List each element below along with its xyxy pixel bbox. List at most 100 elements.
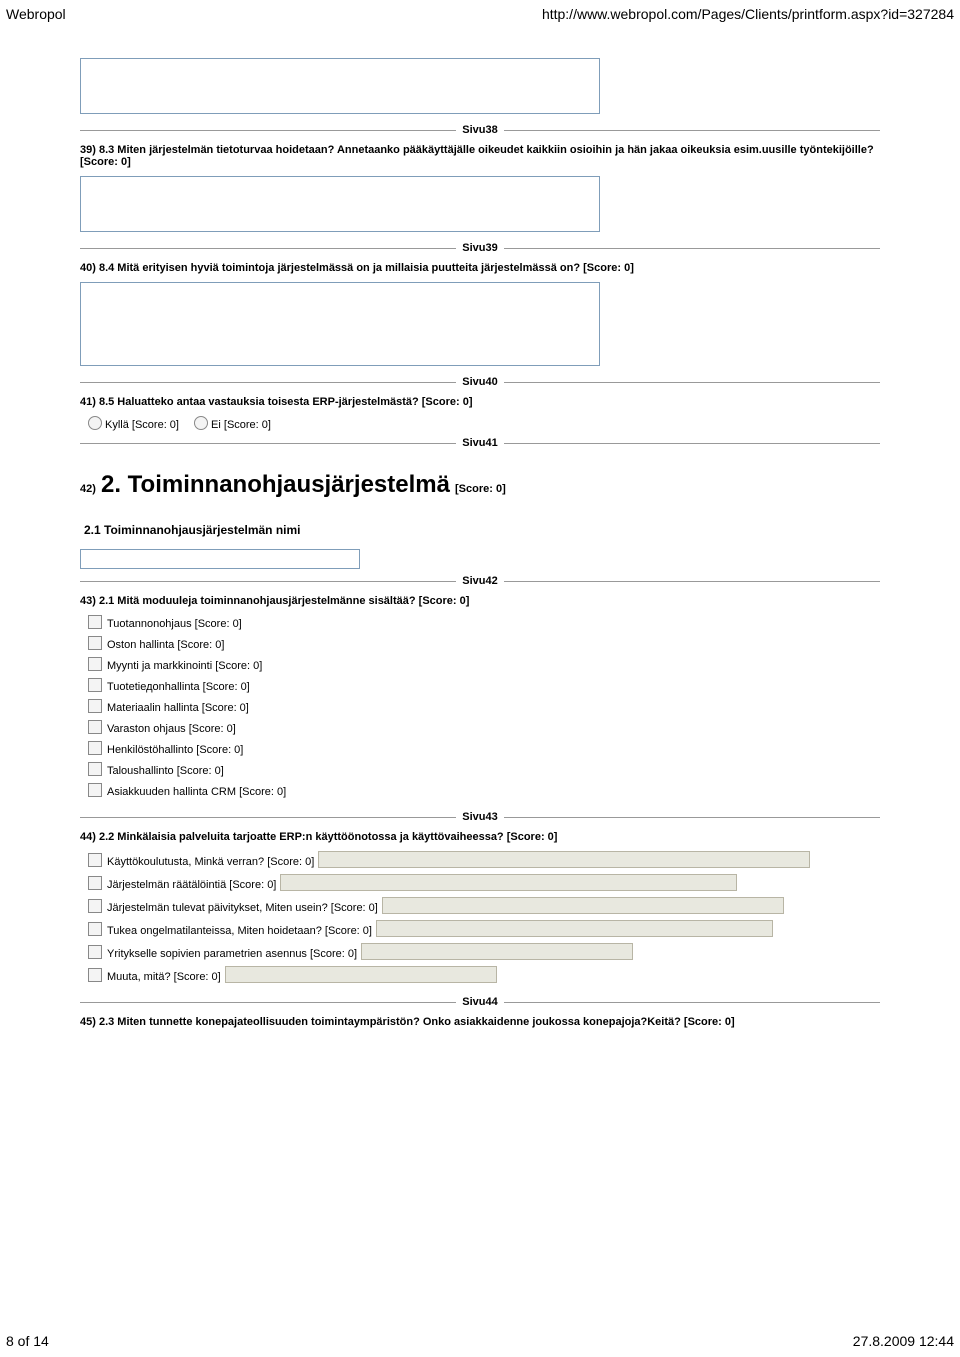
sub-heading-2-1: 2.1 Toiminnanohjausjärjestelmän nimi	[84, 523, 880, 537]
header-url: http://www.webropol.com/Pages/Clients/pr…	[542, 6, 954, 22]
textarea-q39[interactable]	[80, 176, 600, 232]
checkbox-label: Taloushallinto [Score: 0]	[107, 765, 224, 777]
checkbox-label: Henkilöstöhallinto [Score: 0]	[107, 744, 243, 756]
checkbox-row: Yritykselle sopivien parametrien asennus…	[88, 943, 880, 963]
checkbox-icon[interactable]	[88, 876, 102, 890]
checkbox-icon	[88, 636, 102, 650]
separator-sivu39: Sivu39	[80, 242, 880, 254]
checkbox-row[interactable]: Henkilöstöhallinto [Score: 0]	[88, 741, 880, 759]
checkbox-icon[interactable]	[88, 968, 102, 982]
footer-page-number: 8 of 14	[6, 1333, 49, 1349]
inline-text-input[interactable]	[382, 897, 784, 914]
rule	[504, 817, 880, 818]
checkbox-group-q43: Tuotannonohjaus [Score: 0] Oston hallinta…	[88, 615, 880, 801]
separator-sivu38: Sivu38	[80, 124, 880, 136]
rule	[504, 581, 880, 582]
header-app-name: Webropol	[6, 6, 66, 22]
rule	[504, 382, 880, 383]
checkbox-label: Järjestelmän räätälöintiä [Score: 0]	[107, 879, 276, 891]
checkbox-row[interactable]: Tuotetiедonhallinta [Score: 0]	[88, 678, 880, 696]
checkbox-row: Käyttökoulutusta, Minkä verran? [Score: …	[88, 851, 880, 871]
separator-label: Sivu42	[456, 575, 503, 587]
checkbox-label: Yritykselle sopivien parametrien asennus…	[107, 948, 357, 960]
checkbox-row[interactable]: Asiakkuuden hallinta CRM [Score: 0]	[88, 783, 880, 801]
text-input-system-name[interactable]	[80, 549, 360, 569]
checkbox-label: Asiakkuuden hallinta CRM [Score: 0]	[107, 786, 286, 798]
separator-label: Sivu38	[456, 124, 503, 136]
checkbox-icon	[88, 615, 102, 629]
checkbox-icon	[88, 741, 102, 755]
rule	[80, 443, 456, 444]
checkbox-label: Tuotannonohjaus [Score: 0]	[107, 618, 242, 630]
checkbox-icon[interactable]	[88, 853, 102, 867]
checkbox-label: Järjestelmän tulevat päivitykset, Miten …	[107, 902, 378, 914]
question-45: 45) 2.3 Miten tunnette konepajateollisuu…	[80, 1016, 880, 1028]
checkbox-icon[interactable]	[88, 899, 102, 913]
checkbox-label: Varaston ohjaus [Score: 0]	[107, 723, 236, 735]
heading-suffix: [Score: 0]	[455, 483, 506, 495]
checkbox-row: Tukea ongelmatilanteissa, Miten hoidetaa…	[88, 920, 880, 940]
checkbox-row[interactable]: Tuotannonohjaus [Score: 0]	[88, 615, 880, 633]
checkbox-icon[interactable]	[88, 922, 102, 936]
radio-option-kylla[interactable]: Kyllä [Score: 0]	[88, 416, 179, 431]
inline-text-input[interactable]	[280, 874, 737, 891]
question-43: 43) 2.1 Mitä moduuleja toiminnanohjausjä…	[80, 595, 880, 607]
checkbox-label: Materiaalin hallinta [Score: 0]	[107, 702, 249, 714]
checkbox-icon	[88, 699, 102, 713]
checkbox-icon	[88, 762, 102, 776]
rule	[80, 130, 456, 131]
checkbox-icon	[88, 678, 102, 692]
textarea-q40[interactable]	[80, 282, 600, 366]
checkbox-row[interactable]: Taloushallinto [Score: 0]	[88, 762, 880, 780]
separator-sivu41: Sivu41	[80, 437, 880, 449]
checkbox-icon	[88, 657, 102, 671]
rule	[504, 130, 880, 131]
checkbox-icon	[88, 783, 102, 797]
separator-label: Sivu39	[456, 242, 503, 254]
checkbox-row: Järjestelmän räätälöintiä [Score: 0]	[88, 874, 880, 894]
radio-icon	[88, 416, 102, 430]
inline-text-input[interactable]	[318, 851, 810, 868]
checkbox-row[interactable]: Materiaalin hallinta [Score: 0]	[88, 699, 880, 717]
question-40: 40) 8.4 Mitä erityisen hyviä toimintoja …	[80, 262, 880, 274]
radio-group-q41: Kyllä [Score: 0] Ei [Score: 0]	[88, 416, 880, 431]
checkbox-label: Oston hallinta [Score: 0]	[107, 639, 224, 651]
rule	[504, 443, 880, 444]
checkbox-row[interactable]: Varaston ohjaus [Score: 0]	[88, 720, 880, 738]
separator-label: Sivu40	[456, 376, 503, 388]
heading-number: 42)	[80, 483, 96, 495]
rule	[80, 817, 456, 818]
checkbox-label: Tukea ongelmatilanteissa, Miten hoidetaa…	[107, 925, 372, 937]
question-41: 41) 8.5 Haluatteko antaa vastauksia tois…	[80, 396, 880, 408]
question-44: 44) 2.2 Minkälaisia palveluita tarjoatte…	[80, 831, 880, 843]
separator-sivu44: Sivu44	[80, 996, 880, 1008]
separator-sivu43: Sivu43	[80, 811, 880, 823]
inline-text-input[interactable]	[376, 920, 773, 937]
separator-sivu40: Sivu40	[80, 376, 880, 388]
inline-text-input[interactable]	[225, 966, 497, 983]
rule	[80, 581, 456, 582]
rule	[504, 1002, 880, 1003]
question-39: 39) 8.3 Miten järjestelmän tietoturvaa h…	[80, 144, 880, 168]
heading-title: 2. Toiminnanohjausjärjestelmä	[101, 471, 450, 498]
checkbox-label: Muuta, mitä? [Score: 0]	[107, 971, 221, 983]
checkbox-row[interactable]: Myynti ja markkinointi [Score: 0]	[88, 657, 880, 675]
rule	[80, 1002, 456, 1003]
radio-label: Ei [Score: 0]	[211, 419, 271, 431]
form-content: Sivu38 39) 8.3 Miten järjestelmän tietot…	[0, 0, 960, 1076]
rule	[504, 248, 880, 249]
footer-timestamp: 27.8.2009 12:44	[853, 1333, 954, 1349]
checkbox-icon[interactable]	[88, 945, 102, 959]
inline-text-input[interactable]	[361, 943, 633, 960]
radio-label: Kyllä [Score: 0]	[105, 419, 179, 431]
checkbox-row: Muuta, mitä? [Score: 0]	[88, 966, 880, 986]
separator-sivu42: Sivu42	[80, 575, 880, 587]
textarea-prev[interactable]	[80, 58, 600, 114]
checkbox-label: Myynti ja markkinointi [Score: 0]	[107, 660, 262, 672]
checkbox-row[interactable]: Oston hallinta [Score: 0]	[88, 636, 880, 654]
radio-option-ei[interactable]: Ei [Score: 0]	[194, 416, 271, 431]
separator-label: Sivu43	[456, 811, 503, 823]
separator-label: Sivu44	[456, 996, 503, 1008]
checkbox-group-q44: Käyttökoulutusta, Minkä verran? [Score: …	[88, 851, 880, 986]
checkbox-label: Tuotetiедonhallinta [Score: 0]	[107, 681, 250, 693]
